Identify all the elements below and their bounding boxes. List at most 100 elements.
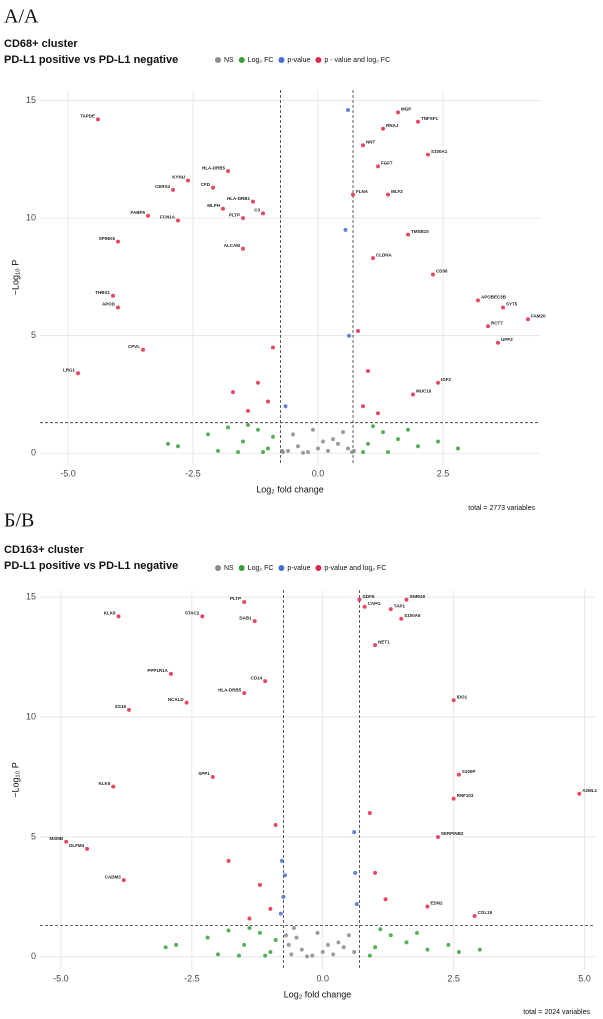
- chart-title: CD68+ cluster: [4, 38, 78, 50]
- point: [320, 950, 325, 955]
- point-label: MLPH: [207, 203, 220, 208]
- point: [163, 945, 168, 950]
- legend-swatch: [238, 57, 245, 63]
- point: [376, 411, 380, 416]
- point: [451, 698, 456, 703]
- volcano-chart: Б/В CD163+ cluster PD-L1 positive vs PD-L1…: [4, 510, 598, 1016]
- point: [205, 935, 210, 940]
- point-label: SNRG9: [410, 594, 426, 599]
- point: [263, 953, 268, 958]
- panel-label: Б/В: [4, 510, 34, 532]
- point: [271, 434, 275, 439]
- point-label: THBS1: [95, 290, 110, 295]
- point: [271, 345, 275, 350]
- point: [284, 933, 289, 938]
- point: [286, 942, 291, 947]
- point-label: C3: [254, 208, 260, 213]
- point-label: CD36: [436, 269, 448, 274]
- point: [361, 450, 365, 455]
- point: [362, 604, 367, 609]
- point: [315, 930, 320, 935]
- point: [577, 791, 582, 796]
- point-label: SYT5: [506, 302, 518, 307]
- point-label: HLA-DRB1: [227, 196, 250, 201]
- point: [346, 107, 350, 112]
- point: [331, 437, 335, 442]
- point: [273, 822, 278, 827]
- point: [416, 119, 420, 124]
- point: [261, 450, 265, 455]
- x-tick-label: -5.0: [53, 973, 69, 983]
- x-tick-label: -5.0: [60, 468, 76, 478]
- point: [396, 110, 400, 115]
- point-label: STAC2: [185, 611, 200, 616]
- point: [347, 333, 351, 338]
- point: [273, 938, 278, 943]
- point: [141, 347, 145, 352]
- point: [388, 607, 393, 612]
- point: [221, 206, 225, 211]
- point: [357, 597, 362, 602]
- volcano-chart: А/А CD68+ cluster PD-L1 positive vs PD-L1 …: [4, 6, 546, 512]
- point: [425, 947, 430, 952]
- point: [200, 614, 205, 619]
- point: [168, 671, 173, 676]
- point: [486, 324, 490, 329]
- point: [299, 947, 304, 952]
- point: [477, 947, 482, 952]
- point: [321, 439, 325, 444]
- point-label: FABP5: [130, 210, 145, 215]
- point: [386, 450, 390, 455]
- legend-entry: p-value: [287, 565, 310, 572]
- point: [226, 928, 231, 933]
- x-axis-label: Log₂ fold change: [284, 989, 352, 999]
- point: [346, 446, 350, 451]
- legend-entry: p - value and log₂ FC: [324, 57, 390, 64]
- point: [283, 404, 288, 409]
- point: [266, 399, 270, 404]
- point: [246, 423, 250, 428]
- point: [352, 950, 357, 955]
- point: [247, 926, 252, 931]
- point: [404, 597, 409, 602]
- point: [281, 894, 286, 899]
- point-label: MGP: [401, 107, 411, 112]
- point: [361, 404, 365, 409]
- y-tick-label: 5: [31, 831, 36, 841]
- point: [456, 446, 460, 451]
- point: [411, 392, 415, 397]
- point-label: RCT7: [491, 320, 503, 325]
- point: [166, 441, 170, 446]
- point: [96, 117, 100, 122]
- y-axis-label: −Log₁₀ P: [10, 260, 20, 296]
- point-label: RNF103: [457, 793, 474, 798]
- point: [111, 784, 116, 789]
- y-axis-label: −Log₁₀ P: [10, 762, 20, 798]
- point: [127, 707, 132, 712]
- point-label: FLNA: [356, 189, 369, 194]
- point-label: MSMB: [49, 836, 63, 841]
- point-label: PPP1R1A: [147, 668, 168, 673]
- point-label: HLA-DRB5: [218, 687, 241, 692]
- point-label: SPP1: [198, 771, 210, 776]
- point: [296, 444, 300, 449]
- point-label: DAB1: [239, 615, 252, 620]
- y-tick-label: 15: [26, 592, 36, 602]
- point: [111, 293, 115, 298]
- point: [216, 952, 221, 957]
- legend-entry: NS: [224, 565, 234, 572]
- point: [266, 446, 270, 451]
- point: [367, 810, 372, 815]
- point: [256, 427, 260, 432]
- point-label: MUC16: [416, 389, 432, 394]
- legend-swatch: [278, 57, 285, 63]
- point: [268, 950, 273, 955]
- point: [263, 679, 268, 684]
- point-label: KYNU: [172, 175, 185, 180]
- point-label: CD14: [251, 675, 263, 680]
- point-label: CPVL: [128, 344, 140, 349]
- point-label: UPP2: [501, 337, 513, 342]
- point: [396, 437, 400, 442]
- point: [316, 446, 320, 451]
- point: [414, 930, 419, 935]
